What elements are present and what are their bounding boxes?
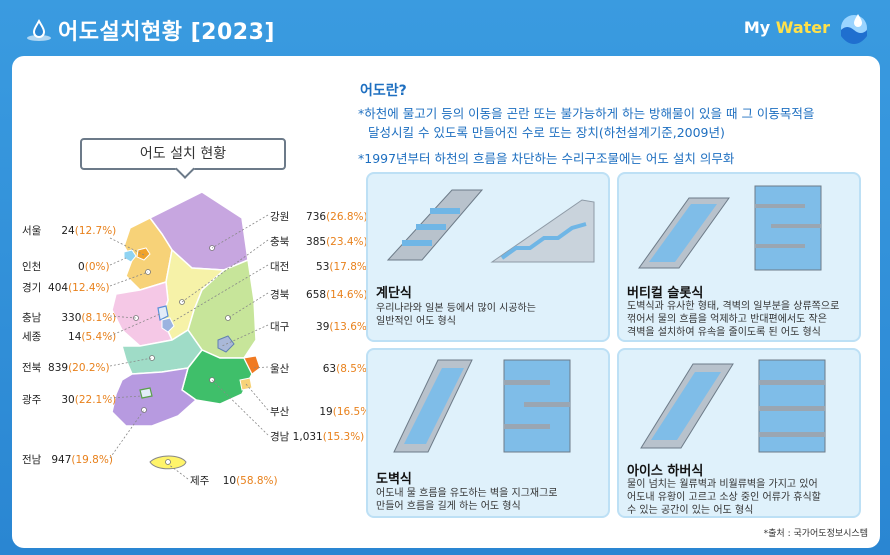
ice-harbor-3d-illustration xyxy=(640,363,734,449)
baffle-wall-plan-illustration xyxy=(503,359,571,453)
brand-logo-text: My Water xyxy=(744,18,830,37)
brand-suffix: Water xyxy=(775,18,830,37)
ice-harbor-plan-illustration xyxy=(758,359,826,453)
region-busan xyxy=(239,377,253,391)
definition-line-3: *1997년부터 하천의 흐름을 차단하는 수리구조물에는 어도 설치 의무화 xyxy=(358,151,735,166)
type-name: 도벽식 xyxy=(376,472,412,487)
label-gyeonggi: 경기 404(12.4%) xyxy=(22,282,110,294)
type-name: 버티컬 슬롯식 xyxy=(627,286,704,301)
type-name: 아이스 하버식 xyxy=(627,464,704,479)
page-title: 어도설치현황 [2023] xyxy=(58,20,275,45)
label-gangwon: 강원 736(26.8%) xyxy=(270,211,368,223)
type-card-vertical-slot: 버티컬 슬롯식 도벽식과 유사한 형태, 격벽의 일부분을 상류쪽으로 꺾어서 물… xyxy=(617,172,861,342)
region-gwangju xyxy=(139,387,153,399)
type-desc: 우리나라와 일본 등에서 많이 시공하는 일반적인 어도 형식 xyxy=(376,303,536,327)
map-title: 어도 설치 현황 xyxy=(80,138,286,170)
baffle-wall-3d-illustration xyxy=(393,359,473,453)
definition-title: 어도란? xyxy=(360,83,407,99)
label-daegu: 대구 39(13.6%) xyxy=(270,321,371,333)
definition-line-2: 달성시킬 수 있도록 만들어진 수로 또는 장치(하천설계기준,2009년) xyxy=(368,125,725,140)
water-drop-icon xyxy=(27,19,51,41)
label-gyeongnam: 경남 1,031(15.3%) xyxy=(270,431,365,443)
label-seoul: 서울 24(12.7%) xyxy=(22,225,117,237)
type-desc: 도벽식과 유사한 형태, 격벽의 일부분을 상류쪽으로 꺾어서 물의 흐름을 억제… xyxy=(627,301,840,338)
label-jeju: 제주 10(58.8%) xyxy=(190,475,278,487)
label-chungbuk: 충북 385(23.4%) xyxy=(270,236,368,248)
label-chungnam: 충남 330(8.1%) xyxy=(22,312,117,324)
vertical-slot-illustration xyxy=(754,185,822,271)
type-desc: 물이 넘치는 월류벽과 비월류벽을 가지고 있어 어도내 유황이 고르고 소상 중… xyxy=(627,479,821,516)
step-fishway-illustration xyxy=(386,189,595,263)
type-card-ice-harbor: 아이스 하버식 물이 넘치는 월류벽과 비월류벽을 가지고 있어 어도내 유황이 … xyxy=(617,348,861,518)
type-desc: 어도내 물 흐름을 유도하는 벽을 지그재그로 만들어 흐름을 길게 하는 어도 … xyxy=(376,488,558,512)
label-busan: 부산 19(16.5%) xyxy=(270,406,375,418)
header: 어도설치현황 [2023] My Water xyxy=(0,0,890,52)
region-jeonnam xyxy=(111,367,198,427)
vertical-slot-3d-illustration xyxy=(638,197,730,269)
label-gwangju: 광주 30(22.1%) xyxy=(22,394,117,406)
brand-prefix: My xyxy=(743,18,776,37)
label-sejong: 세종 14(5.4%) xyxy=(22,331,117,343)
label-ulsan: 울산 63(8.5%) xyxy=(270,363,371,375)
label-jeonbuk: 전북 839(20.2%) xyxy=(22,362,110,374)
label-daejeon: 대전 53(17.8%) xyxy=(270,261,371,273)
label-incheon: 인천 0(0%) xyxy=(22,261,110,273)
source-note: *출처 : 국가어도정보시스템 xyxy=(763,529,868,539)
definition-line-1: *하천에 물고기 등의 이동을 곤란 또는 불가능하게 하는 방해물이 있을 때… xyxy=(358,106,815,121)
type-card-step: 계단식 우리나라와 일본 등에서 많이 시공하는 일반적인 어도 형식 xyxy=(366,172,610,342)
type-card-baffle-wall: 도벽식 어도내 물 흐름을 유도하는 벽을 지그재그로 만들어 흐름을 길게 하는… xyxy=(366,348,610,518)
korea-map xyxy=(111,191,261,470)
definition-text: *하천에 물고기 등의 이동을 곤란 또는 불가능하게 하는 방해물이 있을 때… xyxy=(358,104,868,142)
water-globe-logo-icon xyxy=(841,14,867,44)
type-name: 계단식 xyxy=(376,286,412,301)
region-daejeon xyxy=(161,317,175,333)
label-gyeongbuk: 경북 658(14.6%) xyxy=(270,289,368,301)
label-jeonnam: 전남 947(19.8%) xyxy=(22,454,113,466)
